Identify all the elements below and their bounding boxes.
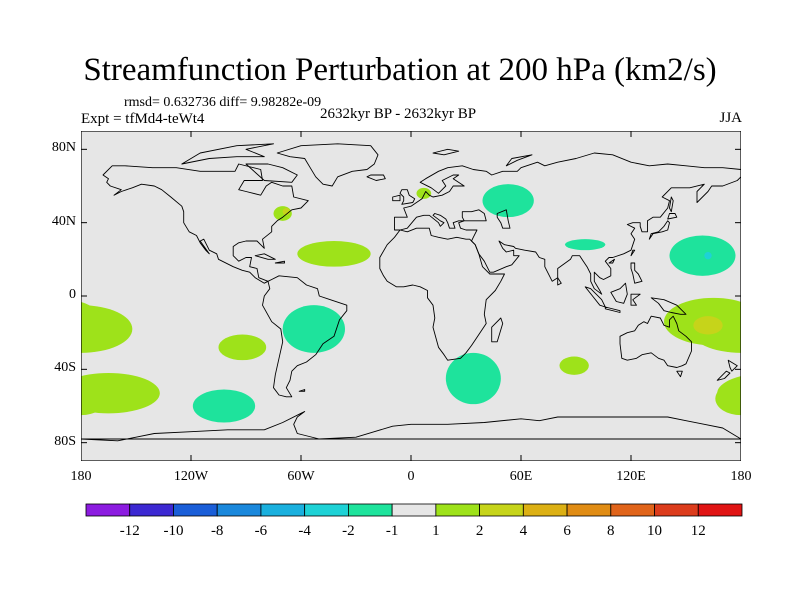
lon-label: 60W: [287, 469, 315, 484]
lon-label: 180: [70, 469, 92, 484]
colorbar-label: 1: [432, 523, 440, 539]
experiment-label: Expt = tfMd4-teWt4: [81, 111, 205, 127]
colorbar-box: [129, 503, 174, 517]
lat-label: 40N: [51, 213, 76, 229]
coastline-novaya-zemlya: [505, 154, 533, 167]
colorbar-label: 6: [563, 523, 571, 539]
colorbar-box: [391, 503, 437, 517]
colorbar-box: [304, 503, 349, 517]
anomaly-east-pacific-south: [192, 389, 256, 423]
anomaly-northeast-america-core: [282, 208, 290, 216]
colorbar-box: [85, 503, 131, 517]
lon-label: 60E: [509, 469, 533, 484]
coastline-tasmania: [676, 370, 683, 378]
colorbar-box: [610, 503, 655, 517]
lat-label: 40S: [54, 360, 76, 376]
anomaly-indian-ocean-tropical: [565, 239, 606, 251]
colorbar-box: [435, 503, 481, 517]
plot-title: Streamfunction Perturbation at 200 hPa (…: [83, 52, 717, 88]
coastline-new-zealand-north: [727, 359, 738, 372]
coastline-hainan: [608, 258, 615, 264]
coastline-antarctica: [81, 411, 741, 442]
colorbar-label: 8: [607, 523, 615, 539]
anomaly-southeast-pacific-edge: [715, 382, 741, 416]
coastline-philippines: [630, 262, 643, 284]
coastline-hispaniola: [274, 260, 285, 264]
colorbar-label: -2: [342, 523, 355, 539]
colorbar-label: -10: [163, 523, 183, 539]
coastline-sulawesi: [630, 293, 641, 306]
coastline-ireland: [392, 194, 401, 202]
anomaly-pacific-cyan-dot: [704, 252, 712, 260]
coastline-africa: [379, 227, 505, 361]
coastline-cuba: [254, 253, 276, 260]
lat-label: 0: [69, 287, 76, 302]
colorbar-box: [347, 503, 393, 517]
colorbar-label: 12: [691, 523, 706, 539]
anomaly-north-atlantic-subtropical: [297, 241, 371, 267]
lat-label: 80S: [54, 433, 76, 449]
season-label: JJA: [719, 110, 742, 126]
coastline-hokkaido: [667, 213, 678, 220]
coastline-falklands: [298, 389, 306, 392]
colorbar-box: [566, 503, 612, 517]
coastline-japan: [648, 220, 670, 240]
colorbar-box: [697, 503, 743, 517]
coastline-baffin: [245, 163, 298, 183]
colorbar-box: [260, 503, 306, 517]
coastline-java: [604, 306, 621, 313]
coastline-svalbard: [432, 148, 460, 156]
colorbar-box: [173, 503, 218, 517]
coastline-madagascar: [491, 317, 504, 343]
colorbar-label: -4: [298, 523, 311, 539]
period-label: 2632kyr BP - 2632kyr BP: [320, 106, 477, 122]
coastline-greenland: [276, 143, 379, 187]
colorbar-box: [654, 503, 699, 517]
lon-label: 120W: [173, 469, 209, 484]
world-map: [81, 131, 741, 461]
coastline-south-america: [262, 275, 348, 398]
colorbar-box: [216, 503, 262, 517]
coastline-caspian-sea: [496, 209, 511, 229]
colorbar-label: -8: [211, 523, 224, 539]
lon-label: 0: [407, 469, 415, 484]
anomaly-australia-core: [693, 316, 723, 335]
colorbar-label: -1: [386, 523, 399, 539]
colorbar-label: 4: [520, 523, 528, 539]
colorbar-label: -12: [120, 523, 140, 539]
colorbar-label: 2: [476, 523, 484, 539]
coastline-australia: [619, 315, 692, 368]
lon-label: 180: [730, 469, 752, 484]
colorbar-label: 10: [647, 523, 662, 539]
anomaly-northwest-pacific: [669, 235, 736, 276]
coastline-sakhalin: [669, 196, 674, 213]
coastline-canadian-arctic: [181, 143, 274, 165]
colorbar-box: [522, 503, 568, 517]
anomaly-south-america-west: [218, 334, 267, 361]
lat-label: 80N: [51, 140, 76, 156]
coastline-britain: [399, 189, 416, 205]
lon-label: 120E: [616, 469, 646, 484]
rmsd-stats: rmsd= 0.632736 diff= 9.98282e-09: [124, 95, 322, 110]
coastline-taiwan: [630, 249, 636, 257]
coastline-eurasia: [394, 152, 741, 295]
anomaly-australia-pacific-wrap: [81, 301, 103, 342]
anomaly-brazil-south-atlantic: [282, 305, 345, 353]
colorbar-box: [479, 503, 524, 517]
anomaly-south-africa-atlantic: [445, 352, 501, 405]
colorbar: -12 -10 -8 -6 -4 -2 -1 1 2 4 6 8 10 12: [85, 503, 743, 539]
coastline-iceland: [366, 174, 386, 181]
anomaly-indian-ocean-south: [559, 356, 589, 375]
coastline-north-america: [102, 163, 309, 284]
anomaly-north-europe-small: [416, 187, 432, 199]
anomaly-southeast-pacific-edge-wrap: [81, 382, 107, 416]
coastline-sri-lanka: [557, 277, 562, 286]
colorbar-label: -6: [255, 523, 268, 539]
coastline-new-guinea: [650, 297, 687, 315]
coastline-new-zealand-south: [716, 370, 731, 381]
anomaly-central-asia: [482, 184, 534, 218]
coastline-borneo: [610, 282, 628, 304]
ocean-background: [81, 131, 741, 461]
